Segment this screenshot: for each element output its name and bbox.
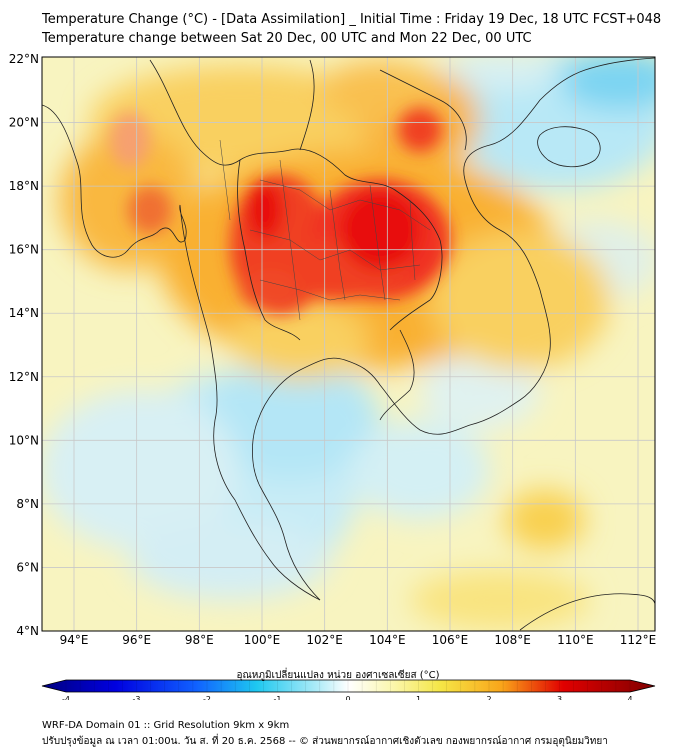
latitude-label: 8°N <box>16 497 39 511</box>
map-subtitle: Temperature change between Sat 20 Dec, 0… <box>42 31 532 46</box>
colorbar-tick-label: -3 <box>133 695 141 700</box>
colorbar: -4 -3 -2 -1 0 1 2 3 4 <box>41 679 656 700</box>
provincial-boundaries <box>219 139 431 321</box>
longitude-label: 96°E <box>122 633 151 647</box>
latitude-label: 14°N <box>9 306 39 320</box>
colorbar-tick-label: 1 <box>416 695 421 700</box>
latitude-label: 16°N <box>9 243 39 257</box>
map-title: Temperature Change (°C) - [Data Assimila… <box>42 12 662 27</box>
longitude-label: 98°E <box>185 633 214 647</box>
colorbar-ticks: -4 -3 -2 -1 0 1 2 3 4 <box>62 680 633 700</box>
footer-update-info: ปรับปรุงข้อมูล ณ เวลา 01:00น. วัน ส. ที่… <box>42 736 608 747</box>
longitude-label: 94°E <box>60 633 89 647</box>
colorbar-tick-label: 2 <box>486 695 491 700</box>
colorbar-tick-label: -2 <box>203 695 211 700</box>
colorbar-bar <box>41 679 656 693</box>
colorbar-tick-label: 4 <box>627 695 632 700</box>
latitude-label: 6°N <box>16 560 39 574</box>
colorbar-tick-label: 0 <box>345 695 350 700</box>
latitude-label: 12°N <box>9 370 39 384</box>
latitude-labels: 22°N 20°N 18°N 16°N 14°N 12°N 10°N 8°N 6°N 4°N <box>9 52 39 638</box>
temperature-field <box>42 57 655 631</box>
colorbar-tick-label: 3 <box>557 695 562 700</box>
colorbar-title: อุณหภูมิเปลี่ยนแปลง หน่วย องศาเซลเซียส (… <box>236 670 440 681</box>
longitude-label: 110°E <box>557 633 594 647</box>
latitude-label: 22°N <box>9 52 39 66</box>
longitude-label: 112°E <box>620 633 657 647</box>
latitude-label: 4°N <box>16 624 39 638</box>
latitude-label: 10°N <box>9 433 39 447</box>
longitude-label: 106°E <box>432 633 469 647</box>
graticule <box>42 57 655 631</box>
colorbar-tick-label: -1 <box>274 695 282 700</box>
longitude-label: 108°E <box>494 633 531 647</box>
temperature-change-map: 22°N 20°N 18°N 16°N 14°N 12°N 10°N 8°N 6°N 4°N 94… <box>9 52 657 700</box>
longitude-labels: 94°E 96°E 98°E 100°E 102°E 104°E 106°E 108°E 110… <box>60 633 657 647</box>
latitude-label: 20°N <box>9 116 39 130</box>
latitude-label: 18°N <box>9 179 39 193</box>
longitude-label: 104°E <box>369 633 406 647</box>
plot-frame <box>41 56 656 632</box>
longitude-label: 102°E <box>306 633 343 647</box>
footer-model-info: WRF-DA Domain 01 :: Grid Resolution 9km … <box>42 720 290 731</box>
colorbar-tick-label: -4 <box>62 695 70 700</box>
longitude-label: 100°E <box>244 633 281 647</box>
coastlines-and-borders <box>42 57 655 631</box>
